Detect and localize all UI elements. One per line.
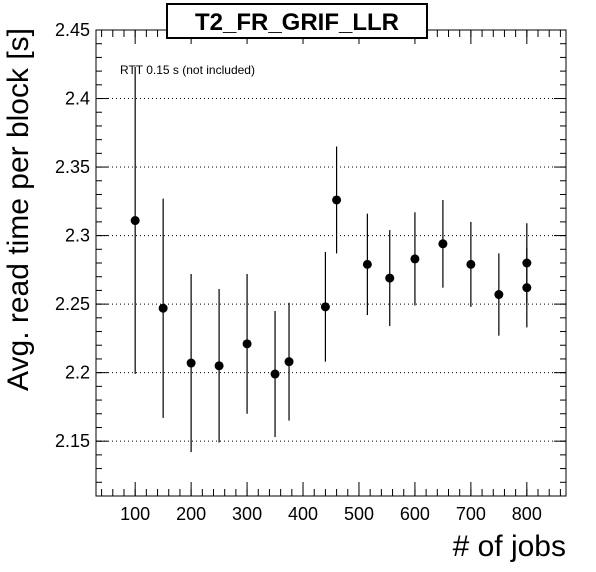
data-point bbox=[494, 290, 504, 300]
y-tick-label: 2.25 bbox=[55, 294, 90, 314]
tick-labels: 2.15 2.2 2.25 2.3 2.35 2.4 2.45 100 200 300 400 500… bbox=[55, 20, 542, 524]
y-axis-label: Avg. read time per block [s] bbox=[2, 28, 35, 391]
y-tick-label: 2.15 bbox=[55, 431, 90, 451]
axis-ticks bbox=[96, 29, 566, 497]
data-point bbox=[320, 302, 330, 312]
data-point bbox=[466, 259, 476, 269]
error-bars bbox=[134, 67, 528, 453]
y-tick-label: 2.3 bbox=[65, 226, 90, 246]
data-point bbox=[385, 273, 395, 283]
data-point bbox=[270, 369, 280, 379]
x-tick-label: 500 bbox=[344, 504, 374, 524]
y-tick-label: 2.45 bbox=[55, 20, 90, 40]
data-point bbox=[332, 195, 342, 205]
data-point bbox=[284, 357, 294, 367]
x-axis-label: # of jobs bbox=[453, 530, 566, 563]
data-point bbox=[158, 303, 168, 313]
x-tick-label: 700 bbox=[456, 504, 486, 524]
data-point bbox=[362, 259, 372, 269]
data-point bbox=[438, 239, 448, 249]
data-points bbox=[130, 195, 532, 379]
data-point bbox=[522, 283, 532, 293]
x-tick-label: 100 bbox=[120, 504, 150, 524]
data-point bbox=[410, 254, 420, 264]
annotation-text: RTT 0.15 s (not included) bbox=[120, 63, 255, 77]
x-tick-label: 600 bbox=[400, 504, 430, 524]
y-tick-label: 2.35 bbox=[55, 157, 90, 177]
data-point bbox=[214, 361, 224, 371]
title-box: T2_FR_GRIF_LLR bbox=[166, 3, 428, 39]
data-point bbox=[130, 216, 140, 226]
data-point bbox=[242, 339, 252, 349]
data-point bbox=[522, 258, 532, 268]
gridlines bbox=[96, 29, 566, 442]
x-tick-label: 400 bbox=[288, 504, 318, 524]
y-tick-label: 2.4 bbox=[65, 89, 90, 109]
chart-title: T2_FR_GRIF_LLR bbox=[195, 9, 399, 36]
x-tick-label: 200 bbox=[176, 504, 206, 524]
x-tick-label: 300 bbox=[232, 504, 262, 524]
data-point bbox=[186, 358, 196, 368]
x-tick-label: 800 bbox=[512, 504, 542, 524]
plot-frame bbox=[95, 29, 567, 497]
y-tick-label: 2.2 bbox=[65, 363, 90, 383]
